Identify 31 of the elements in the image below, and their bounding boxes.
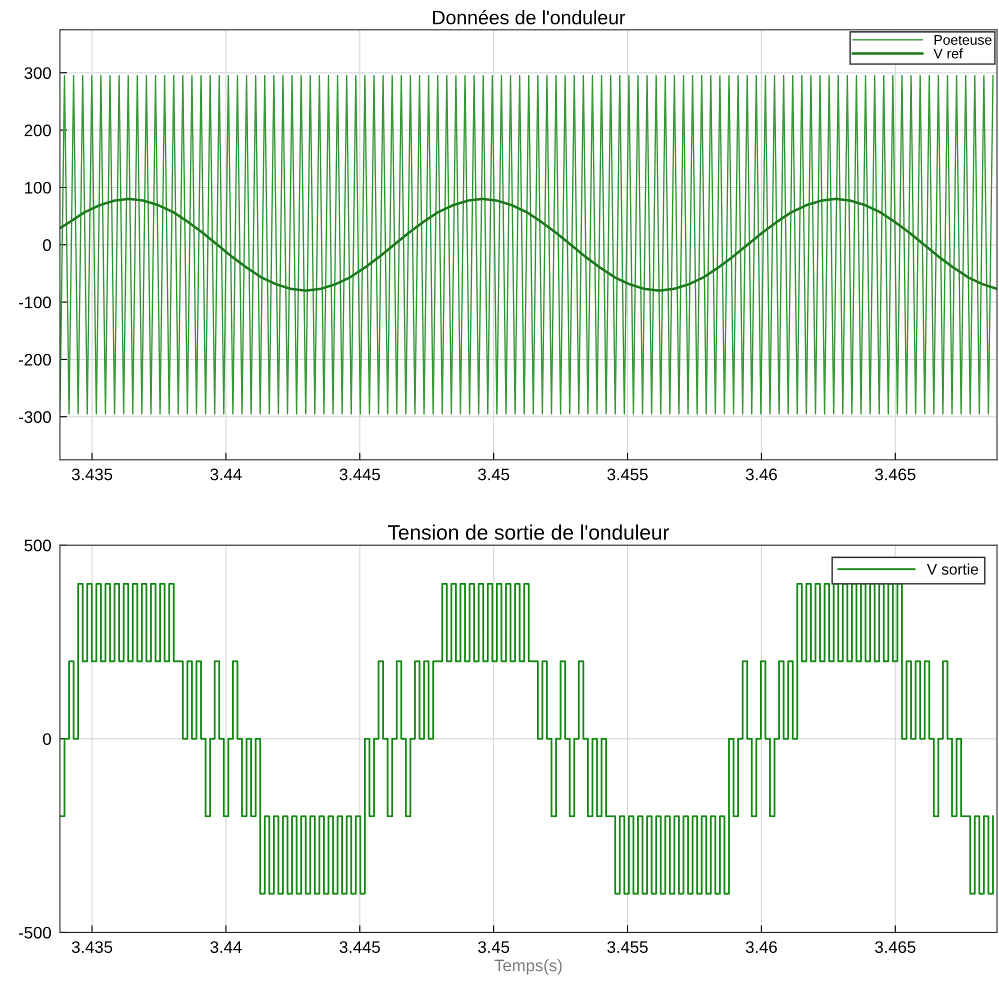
- legend-label: V sortie: [926, 563, 978, 575]
- y-tick-label: -200: [18, 354, 51, 366]
- y-tick-label: 300: [24, 67, 51, 79]
- x-tick-label: 3.445: [340, 468, 380, 480]
- x-tick-label: 3.45: [478, 468, 510, 480]
- x-tick-label: 3.465: [875, 468, 916, 480]
- y-tick-label: 200: [24, 124, 51, 136]
- x-tick-label: 3.44: [210, 941, 242, 954]
- legend-label: Poeteuse: [934, 35, 992, 45]
- x-tick-label: 3.46: [746, 468, 777, 480]
- x-tick-label: 3.44: [210, 468, 242, 480]
- x-tick-label: 3.445: [340, 941, 380, 954]
- x-tick-label: 3.455: [607, 468, 648, 480]
- x-tick-label: 3.435: [72, 941, 112, 954]
- x-tick-label: 3.46: [746, 941, 777, 954]
- x-tick-label: 3.465: [875, 941, 916, 954]
- x-tick-label: 3.455: [607, 941, 648, 954]
- x-tick-label: 3.435: [72, 468, 112, 480]
- x-axis-title: Temps(s): [494, 959, 562, 975]
- x-tick-label: 3.45: [478, 941, 510, 954]
- line-series: [60, 198, 997, 292]
- chart-title: Données de l'onduleur: [433, 10, 626, 24]
- y-tick-label: -100: [18, 296, 51, 308]
- y-tick-label: -500: [18, 926, 51, 939]
- legend-label: V ref: [934, 48, 963, 58]
- y-tick-label: 0: [42, 239, 51, 251]
- y-tick-label: -300: [18, 411, 51, 423]
- y-tick-label: 500: [24, 540, 51, 552]
- y-tick-label: 100: [25, 182, 51, 194]
- chart-title: Tension de sortie de l'onduleur: [388, 524, 670, 540]
- y-tick-label: 0: [42, 733, 51, 745]
